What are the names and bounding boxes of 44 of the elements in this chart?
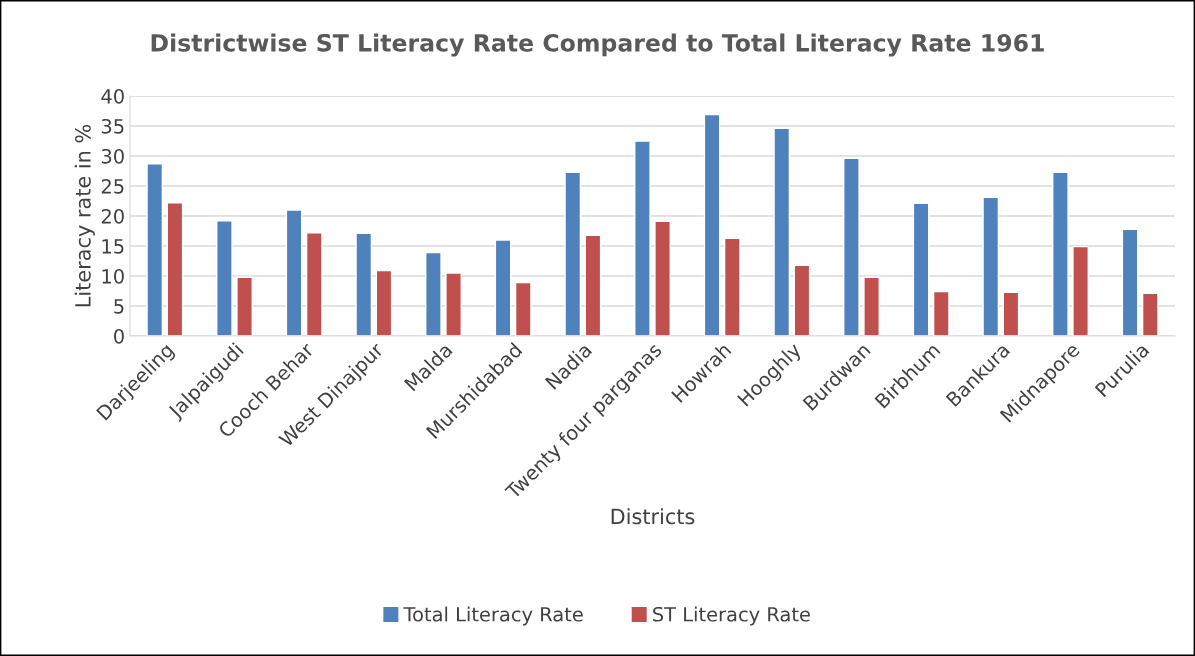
- x-axis-title: Districts: [611, 508, 695, 525]
- bar: [1141, 292, 1159, 336]
- bar: [1002, 291, 1020, 336]
- legend-label: Total Literacy Rate: [403, 606, 583, 626]
- bar: [514, 281, 532, 336]
- y-tick-label: 30: [101, 148, 124, 164]
- bar: [166, 202, 184, 336]
- bar: [982, 196, 1000, 336]
- bar: [723, 237, 741, 336]
- bar: [912, 202, 930, 336]
- bar: [863, 276, 880, 336]
- bar: [494, 239, 512, 336]
- y-axis-title: Literacy rate in %: [74, 124, 95, 307]
- y-tick-label: 0: [114, 328, 124, 344]
- legend-label: ST Literacy Rate: [653, 606, 810, 626]
- bar: [584, 234, 602, 336]
- bar: [216, 220, 233, 336]
- y-tick-label: 40: [101, 88, 124, 104]
- bar: [1072, 245, 1089, 336]
- bar: [355, 232, 373, 336]
- bar: [634, 140, 651, 336]
- bar: [1052, 171, 1069, 336]
- chart-title: Districtwise ST Literacy Rate Compared to Total Literacy Rate 1961: [151, 33, 1044, 57]
- bar: [932, 290, 950, 336]
- bar: [146, 163, 164, 336]
- bar: [773, 127, 791, 336]
- y-tick-label: 25: [101, 178, 124, 194]
- bar: [445, 272, 462, 336]
- bar: [305, 232, 323, 336]
- y-tick-label: 20: [101, 208, 124, 224]
- y-tick-label: 35: [101, 118, 124, 134]
- bar: [375, 269, 393, 336]
- bar: [1121, 228, 1139, 336]
- bar: [654, 220, 671, 336]
- bar: [236, 276, 253, 336]
- bar: [564, 171, 582, 336]
- bar: [285, 209, 303, 336]
- y-tick-label: 10: [102, 268, 124, 284]
- bar: [703, 113, 721, 336]
- y-tick-label: 15: [102, 239, 124, 254]
- y-tick-label: 5: [114, 299, 124, 314]
- bar: [425, 251, 442, 336]
- bar: [793, 264, 811, 336]
- bar: [843, 157, 860, 336]
